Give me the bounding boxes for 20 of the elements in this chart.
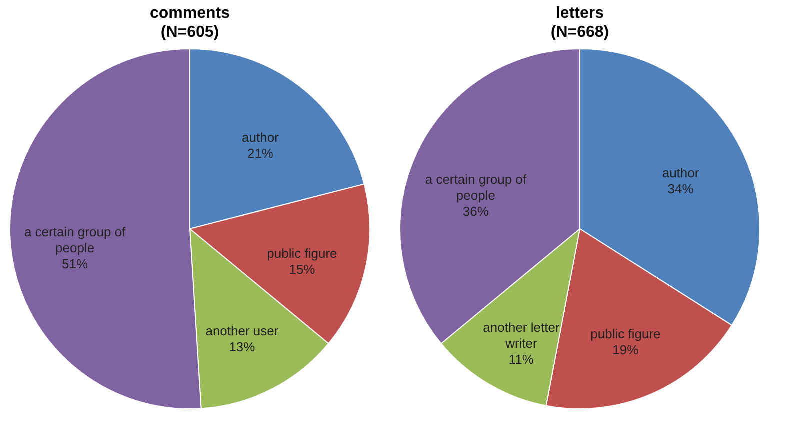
data-label: 21% [247, 146, 274, 162]
chart-title: comments [150, 5, 230, 22]
slice-label: author [662, 166, 700, 181]
slice-label: a certain group of people [24, 224, 126, 256]
data-label: 15% [289, 262, 316, 278]
slice-label: author [242, 130, 280, 146]
slice-label: another user [206, 323, 280, 338]
data-label: 34% [668, 182, 694, 197]
data-label: 11% [508, 352, 534, 367]
slice-label: another letter writer [483, 320, 560, 351]
data-label: 13% [229, 339, 256, 354]
data-label: 36% [462, 204, 490, 220]
slice-label: a certain group of people [425, 172, 527, 204]
slice-label: public figure [267, 246, 338, 262]
chart-title: letters [556, 5, 604, 22]
data-label: 19% [612, 342, 640, 358]
chart-subtitle: (N=605) [160, 24, 220, 41]
data-label: 51% [62, 256, 88, 272]
chart-subtitle: (N=668) [550, 24, 610, 41]
slice-label: public figure [590, 326, 661, 342]
